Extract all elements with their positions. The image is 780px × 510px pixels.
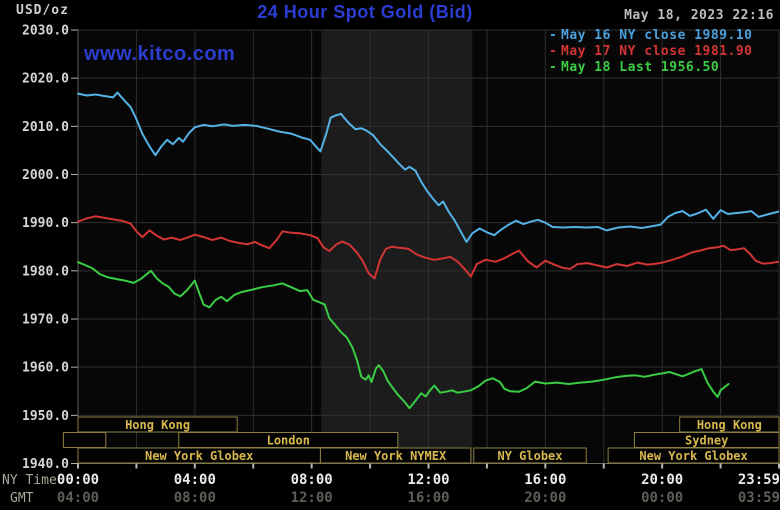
series-dash-icon: - bbox=[549, 44, 558, 59]
x-axis-label-nytime: 23:59 bbox=[738, 472, 780, 488]
page-title: 24 Hour Spot Gold (Bid) bbox=[257, 2, 473, 22]
y-axis-units-label: USD/oz bbox=[16, 3, 69, 18]
series-dash-icon: - bbox=[549, 28, 558, 43]
x-axis-label-gmt: 04:00 bbox=[57, 490, 99, 506]
session-box-ny-globex bbox=[473, 447, 587, 464]
legend-item-may17: - May 17 NY close 1981.90 bbox=[549, 44, 753, 60]
x-axis-label-gmt: 08:00 bbox=[174, 490, 216, 506]
x-axis-label-nytime: 08:00 bbox=[291, 472, 333, 488]
x-axis-label-gmt: 20:00 bbox=[524, 490, 566, 506]
price-line-may16 bbox=[77, 91, 780, 243]
price-line-may18 bbox=[77, 261, 730, 410]
y-axis-label: 1980.0 bbox=[22, 264, 69, 279]
legend-label: May 16 NY close 1989.10 bbox=[561, 28, 753, 43]
x-axis-label-nytime: 12:00 bbox=[407, 472, 449, 488]
x-axis-label-nytime: 20:00 bbox=[641, 472, 683, 488]
y-axis-label: 2010.0 bbox=[22, 120, 69, 135]
session-box-stub bbox=[62, 432, 107, 448]
legend-label: May 18 Last 1956.50 bbox=[561, 60, 720, 75]
y-axis-label: 1950.0 bbox=[22, 409, 69, 424]
y-axis-label: 1970.0 bbox=[22, 313, 69, 328]
session-box-new-york-nymex bbox=[319, 447, 472, 464]
legend-item-may16: - May 16 NY close 1989.10 bbox=[549, 28, 753, 44]
session-label: Sydney bbox=[685, 434, 728, 448]
y-axis-label: 1940.0 bbox=[22, 457, 69, 472]
chart-legend: - May 16 NY close 1989.10 - May 17 NY clos… bbox=[549, 28, 753, 76]
session-box-new-york-globex bbox=[607, 447, 780, 464]
session-label: London bbox=[267, 434, 310, 448]
session-label: Hong Kong bbox=[697, 418, 762, 432]
session-label: New York Globex bbox=[639, 449, 747, 463]
y-axis-label: 2030.0 bbox=[22, 24, 69, 39]
ny-time-axis-caption: NY Time bbox=[2, 473, 57, 488]
gmt-axis-caption: GMT bbox=[10, 491, 34, 506]
x-axis-label-gmt: 03:59 bbox=[738, 490, 780, 506]
y-axis-label: 2020.0 bbox=[22, 72, 69, 87]
session-box-hong-kong bbox=[77, 416, 238, 433]
y-axis-label: 2000.0 bbox=[22, 168, 69, 183]
x-axis-label-gmt: 00:00 bbox=[641, 490, 683, 506]
x-axis-label-gmt: 12:00 bbox=[291, 490, 333, 506]
y-axis-label: 1990.0 bbox=[22, 216, 69, 231]
series-dash-icon: - bbox=[549, 60, 558, 75]
y-axis-label: 1960.0 bbox=[22, 361, 69, 376]
session-label: NY Globex bbox=[497, 449, 562, 463]
x-axis-label-nytime: 04:00 bbox=[174, 472, 216, 488]
x-axis-label-nytime: 16:00 bbox=[524, 472, 566, 488]
session-label: New York Globex bbox=[145, 449, 253, 463]
x-axis-label-gmt: 16:00 bbox=[407, 490, 449, 506]
kitco-watermark: www.kitco.com bbox=[84, 43, 236, 65]
legend-item-may18: - May 18 Last 1956.50 bbox=[549, 60, 753, 76]
chart-timestamp: May 18, 2023 22:16 bbox=[624, 8, 774, 23]
session-label: Hong Kong bbox=[125, 418, 190, 432]
x-axis-label-nytime: 00:00 bbox=[57, 472, 99, 488]
price-line-may17 bbox=[77, 215, 780, 280]
legend-label: May 17 NY close 1981.90 bbox=[561, 44, 753, 59]
session-label: New York NYMEX bbox=[345, 449, 447, 463]
